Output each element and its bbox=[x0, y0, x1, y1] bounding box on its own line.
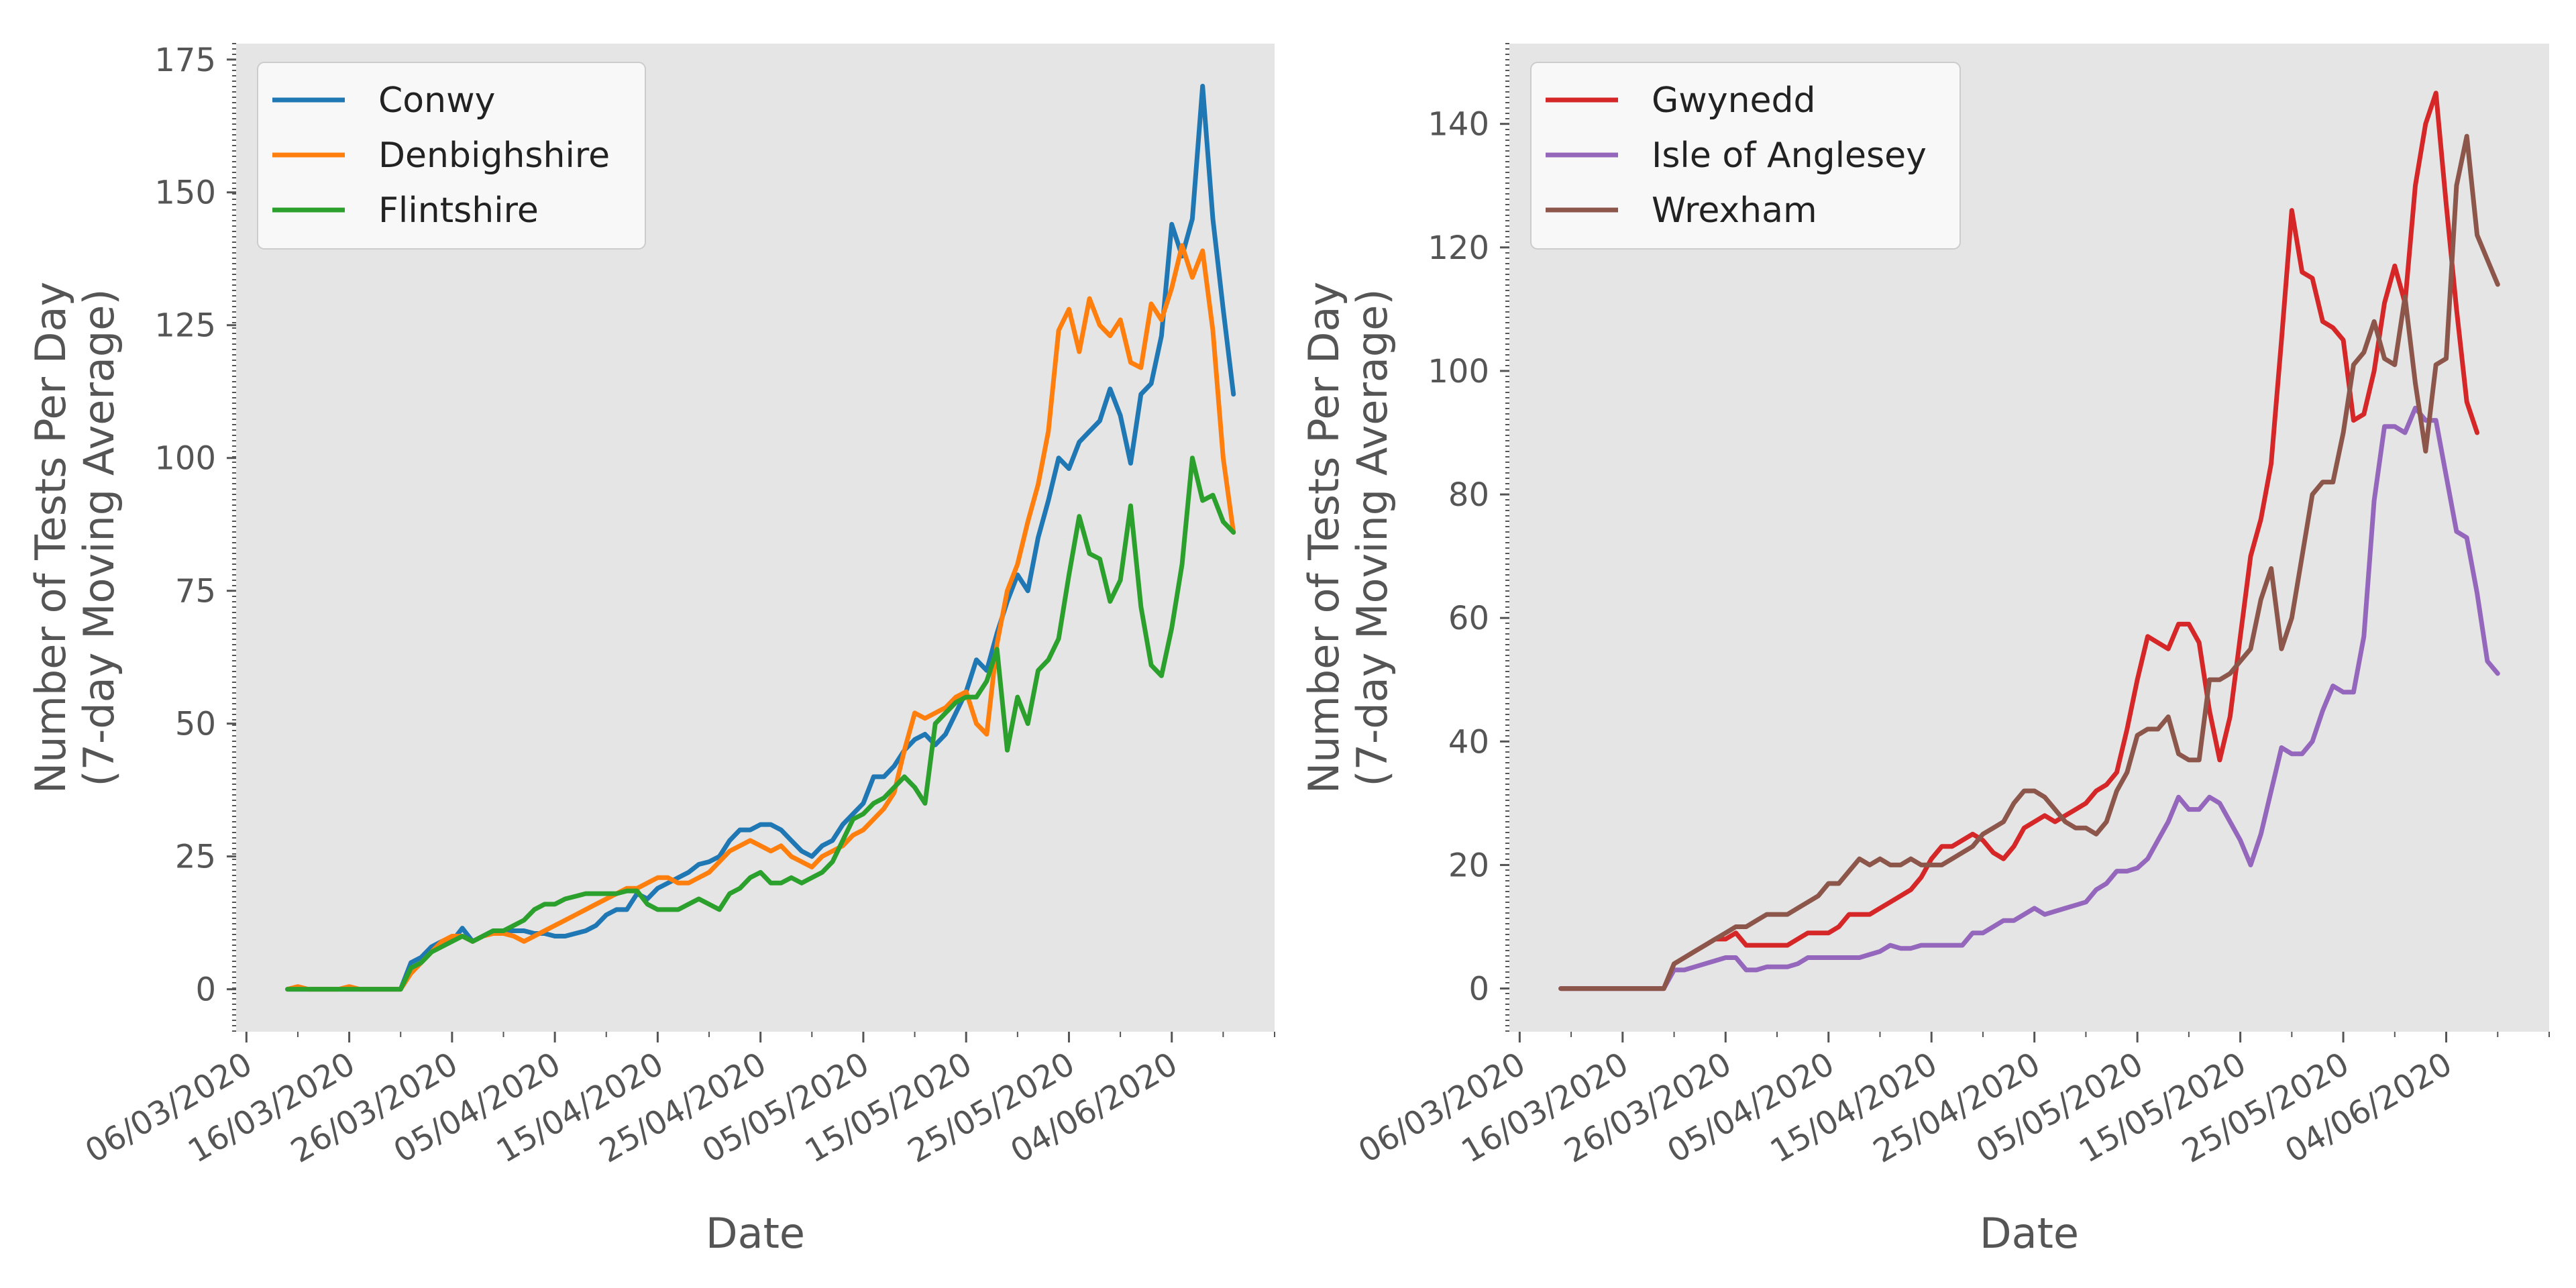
series-line-flintshire bbox=[285, 455, 1236, 992]
y-tick-label: 120 bbox=[1428, 229, 1489, 267]
y-tick-label: 50 bbox=[175, 706, 216, 743]
y-axis-label-line: Number of Tests Per Day bbox=[26, 282, 75, 794]
y-tick-label: 75 bbox=[175, 573, 216, 610]
y-tick-label: 100 bbox=[1428, 353, 1489, 390]
y-tick-label: 40 bbox=[1448, 723, 1489, 761]
chart-panel-2: 02040608010012014006/03/202016/03/202026… bbox=[1299, 43, 2550, 1258]
y-tick-label: 175 bbox=[154, 42, 216, 79]
series-line-wrexham bbox=[1558, 133, 2500, 991]
series-line-isle-of-anglesey bbox=[1558, 405, 2500, 991]
series-line-denbighshire bbox=[285, 243, 1236, 992]
y-axis-label-line: Number of Tests Per Day bbox=[1299, 282, 1348, 794]
y-tick-label: 140 bbox=[1428, 106, 1489, 144]
x-axis-label: Date bbox=[706, 1209, 805, 1258]
y-tick-label: 150 bbox=[154, 174, 216, 212]
chart-panel-1: 025507510012515017506/03/202016/03/20202… bbox=[26, 42, 1275, 1258]
y-tick-label: 100 bbox=[154, 440, 216, 478]
legend-label: Isle of Anglesey bbox=[1652, 136, 1927, 176]
legend bbox=[1530, 62, 1961, 250]
y-axis-label-line: (7-day Moving Average) bbox=[74, 288, 123, 786]
y-tick-label: 25 bbox=[175, 839, 216, 876]
y-tick-label: 0 bbox=[195, 971, 216, 1009]
y-axis-label: Number of Tests Per Day(7-day Moving Ave… bbox=[1299, 282, 1397, 794]
legend-label: Conwy bbox=[378, 80, 495, 121]
y-tick-label: 125 bbox=[154, 307, 216, 345]
legend-label: Gwynedd bbox=[1652, 80, 1816, 121]
y-tick-label: 20 bbox=[1448, 847, 1489, 884]
legend bbox=[257, 62, 646, 250]
y-tick-label: 80 bbox=[1448, 476, 1489, 514]
x-axis-label: Date bbox=[1980, 1209, 2079, 1258]
y-axis-label-line: (7-day Moving Average) bbox=[1348, 288, 1397, 786]
legend-label: Flintshire bbox=[378, 191, 539, 231]
y-tick-label: 0 bbox=[1468, 971, 1489, 1008]
legend-label: Denbighshire bbox=[378, 136, 610, 176]
legend-label: Wrexham bbox=[1652, 191, 1817, 231]
y-axis-label: Number of Tests Per Day(7-day Moving Ave… bbox=[26, 282, 123, 794]
y-tick-label: 60 bbox=[1448, 600, 1489, 637]
